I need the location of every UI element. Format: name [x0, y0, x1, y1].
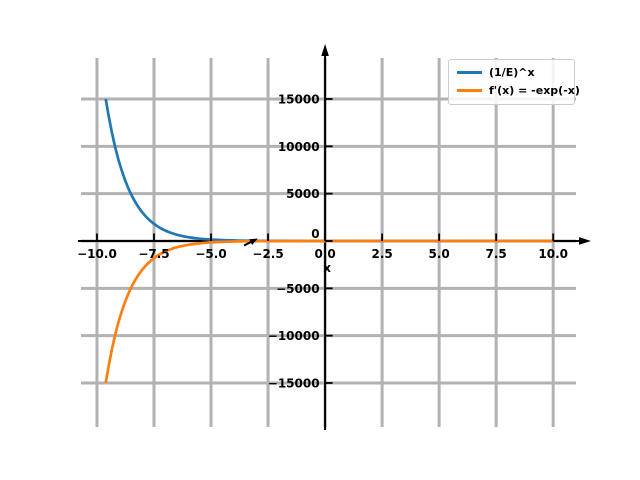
- legend-line-swatch: [457, 89, 482, 92]
- x-tick-label: −5.0: [195, 247, 226, 261]
- legend-line-swatch: [457, 71, 482, 74]
- x-tick-label: −10.0: [77, 247, 117, 261]
- annotation-arrowhead-icon: [249, 238, 258, 245]
- x-axis-arrowhead-icon: [579, 237, 591, 245]
- series-line-0: [104, 98, 554, 243]
- y-axis-arrowhead-icon: [321, 44, 329, 56]
- y-tick-label: 15000: [278, 92, 320, 106]
- y-tick-label: 10000: [278, 140, 320, 154]
- legend-item: f'(x) = -exp(-x): [457, 84, 580, 97]
- legend: (1/E)^x f'(x) = -exp(-x): [448, 59, 580, 105]
- x-tick-label: 7.5: [486, 247, 507, 261]
- legend-label: (1/E)^x: [489, 66, 535, 79]
- annotation-arrow-shaft: [243, 241, 252, 247]
- x-tick-label: 0.0: [314, 247, 335, 261]
- y-tick-label: −10000: [268, 329, 320, 343]
- legend-label: f'(x) = -exp(-x): [489, 84, 580, 97]
- y-tick-label: 5000: [286, 187, 319, 201]
- series-line-1: [104, 239, 554, 384]
- legend-item: (1/E)^x: [457, 66, 566, 79]
- x-tick-label: 2.5: [371, 247, 392, 261]
- x-axis-label: x: [323, 261, 331, 275]
- x-tick-label: 10.0: [538, 247, 568, 261]
- x-tick-label: 5.0: [429, 247, 450, 261]
- y-tick-label: −5000: [276, 282, 319, 296]
- y-tick-label: −15000: [268, 376, 320, 390]
- x-tick-label: −7.5: [138, 247, 169, 261]
- y-tick-label: 0: [311, 227, 319, 241]
- x-tick-label: −2.5: [252, 247, 283, 261]
